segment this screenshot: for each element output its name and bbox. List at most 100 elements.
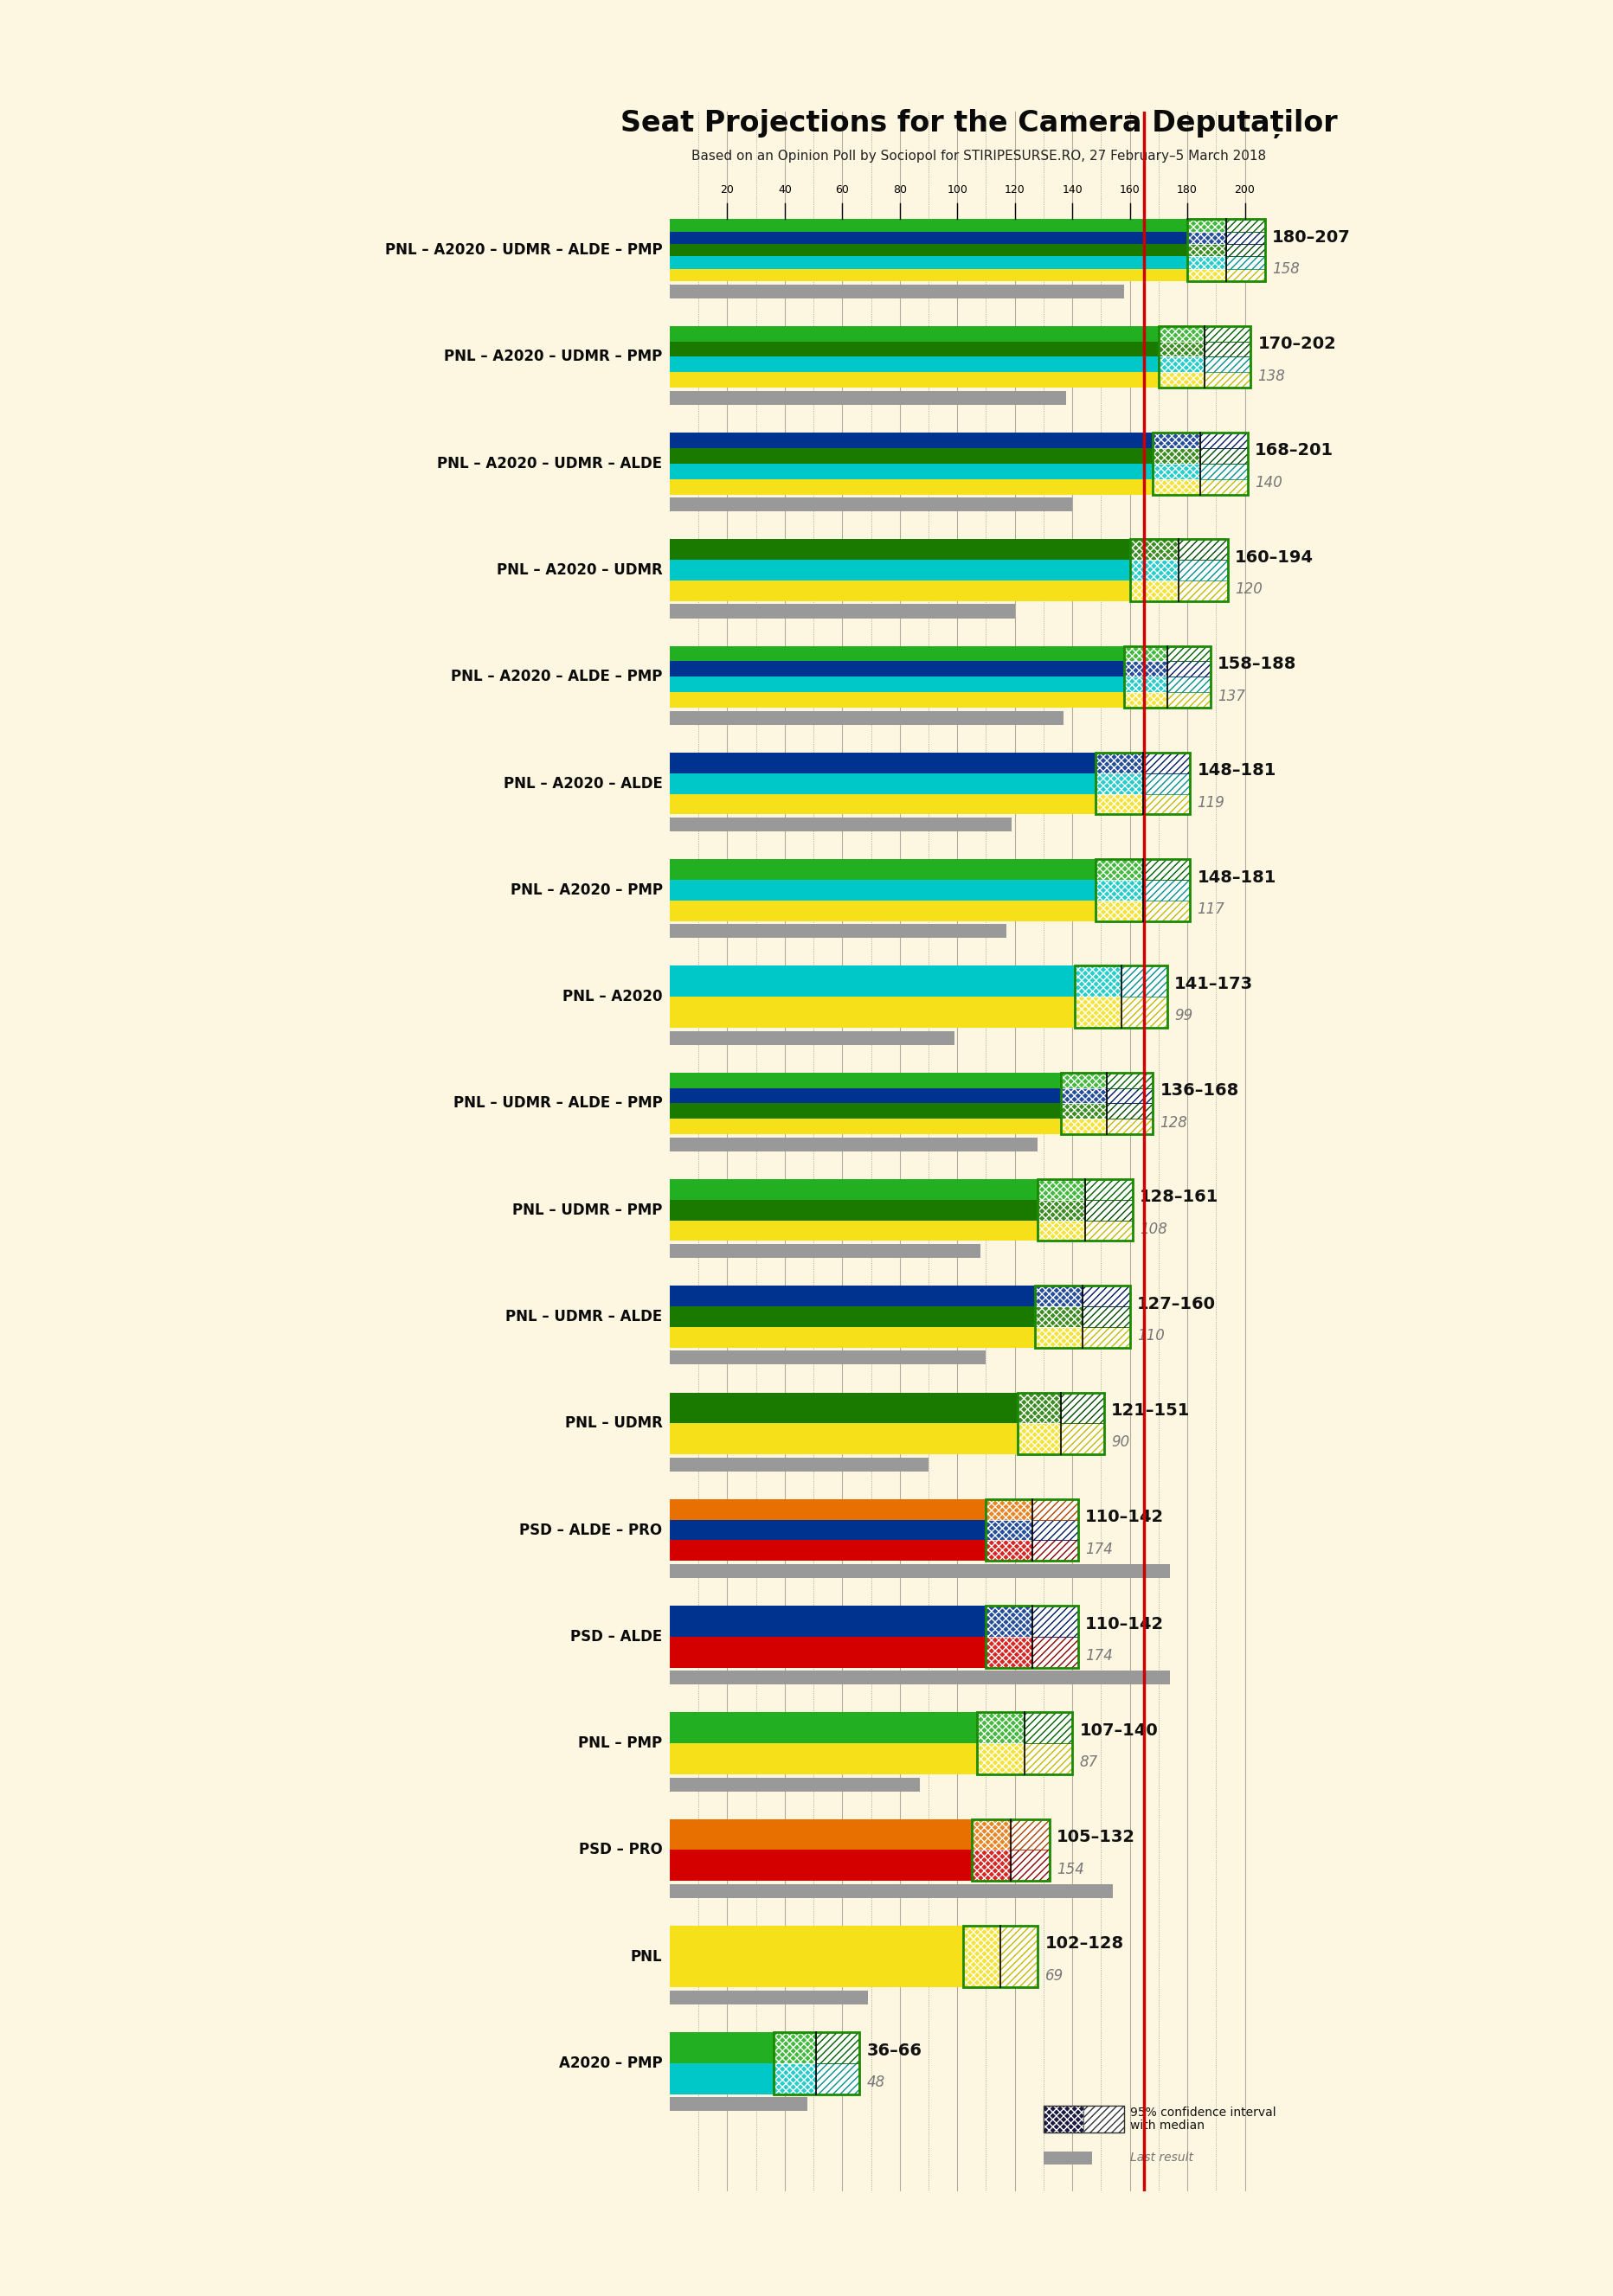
Bar [1032, 1605, 1077, 1637]
Text: PNL – A2020: PNL – A2020 [563, 990, 663, 1006]
Bar [1032, 1499, 1077, 1520]
Bar [1187, 220, 1226, 232]
Bar [1032, 1541, 1077, 1561]
Text: 48: 48 [866, 2076, 886, 2089]
Bar [1044, 2105, 1084, 2133]
Text: PNL – A2020 – UDMR – ALDE: PNL – A2020 – UDMR – ALDE [437, 455, 663, 471]
Text: 102–128: 102–128 [1045, 1936, 1124, 1952]
Bar [1200, 432, 1248, 448]
Bar [1095, 879, 1142, 900]
Bar [1124, 645, 1168, 661]
Text: 20: 20 [721, 184, 734, 195]
Bar [1153, 448, 1200, 464]
Bar [1179, 560, 1227, 581]
Bar [1187, 257, 1226, 269]
Bar [1129, 581, 1179, 602]
Bar [773, 2064, 816, 2094]
Bar [1168, 645, 1210, 661]
Bar [986, 1605, 1032, 1637]
Bar [1124, 661, 1168, 677]
Bar [1082, 1327, 1129, 1348]
Text: 110–142: 110–142 [1086, 1616, 1165, 1632]
Bar [1168, 661, 1210, 677]
Bar [1107, 1088, 1153, 1104]
Bar [1076, 996, 1121, 1029]
Bar [1205, 326, 1250, 342]
Bar [1129, 540, 1179, 560]
Bar [669, 1221, 1037, 1240]
Bar [1142, 879, 1190, 900]
Bar [1076, 967, 1168, 1029]
Text: 105–132: 105–132 [1057, 1830, 1136, 1846]
Bar [1187, 220, 1265, 280]
Bar [1226, 232, 1265, 243]
Bar [1158, 342, 1205, 356]
Bar [1124, 693, 1168, 707]
Bar [669, 243, 1187, 257]
Bar [669, 817, 1011, 831]
Bar [1018, 1391, 1061, 1424]
Bar [1095, 879, 1142, 900]
Text: 137: 137 [1218, 689, 1245, 705]
Text: PNL – PMP: PNL – PMP [579, 1736, 663, 1752]
Bar [963, 1926, 1000, 1988]
Text: PNL – UDMR: PNL – UDMR [565, 1417, 663, 1430]
Bar [1032, 1605, 1077, 1637]
Text: 141–173: 141–173 [1174, 976, 1253, 992]
Bar [669, 967, 1076, 996]
Bar [669, 1286, 1036, 1306]
Bar [1158, 372, 1205, 388]
Bar [1142, 774, 1190, 794]
Bar [1082, 1306, 1129, 1327]
Bar [1032, 1520, 1077, 1541]
Text: 36–66: 36–66 [866, 2041, 923, 2060]
Bar [1142, 879, 1190, 900]
Bar [1036, 1286, 1082, 1306]
Text: 40: 40 [777, 184, 792, 195]
Bar [669, 464, 1153, 480]
Bar [977, 1743, 1024, 1775]
Text: 138: 138 [1258, 367, 1286, 383]
Bar [1158, 372, 1205, 388]
Text: Last result: Last result [1129, 2151, 1194, 2163]
Bar [1129, 560, 1179, 581]
Bar [1018, 1391, 1061, 1424]
Text: 119: 119 [1197, 794, 1224, 810]
Bar [986, 1541, 1032, 1561]
Bar [669, 432, 1153, 448]
Text: PSD – ALDE – PRO: PSD – ALDE – PRO [519, 1522, 663, 1538]
Bar [669, 1424, 1018, 1453]
Bar [1226, 243, 1265, 257]
Bar [1226, 243, 1265, 257]
Bar [816, 2032, 860, 2064]
Bar [669, 560, 1129, 581]
Bar [1024, 1713, 1073, 1743]
Text: 174: 174 [1086, 1541, 1113, 1557]
Bar [1179, 581, 1227, 602]
Bar [1107, 1104, 1153, 1118]
Bar [669, 1605, 986, 1637]
Bar [1153, 448, 1200, 464]
Bar [669, 661, 1124, 677]
Bar [669, 1777, 919, 1791]
Bar [1107, 1118, 1153, 1134]
Text: A2020 – PMP: A2020 – PMP [560, 2055, 663, 2071]
Bar [1084, 2105, 1124, 2133]
Bar [1044, 2105, 1124, 2133]
Text: 170–202: 170–202 [1258, 335, 1336, 351]
Text: 90: 90 [1111, 1435, 1129, 1451]
Bar [1168, 677, 1210, 693]
Text: 148–181: 148–181 [1197, 762, 1276, 778]
Bar [1036, 1286, 1082, 1306]
Bar [669, 1637, 986, 1667]
Bar [1179, 560, 1227, 581]
Text: 117: 117 [1197, 902, 1224, 916]
Bar [1226, 232, 1265, 243]
Bar [1124, 661, 1168, 677]
Bar [669, 1818, 971, 1851]
Bar [1179, 540, 1227, 560]
Bar [669, 712, 1063, 726]
Bar [1142, 794, 1190, 815]
Bar [669, 1104, 1061, 1118]
Bar [1142, 900, 1190, 921]
